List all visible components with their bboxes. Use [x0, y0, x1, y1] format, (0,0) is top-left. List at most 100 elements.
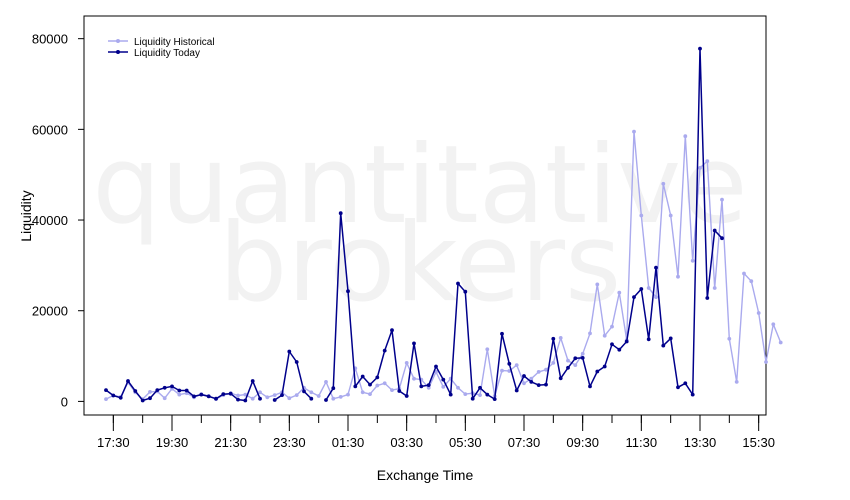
- data-point-liquidity-historical: [456, 385, 460, 390]
- legend: Liquidity Historical Liquidity Today: [108, 37, 215, 59]
- data-point-liquidity-today: [602, 364, 607, 369]
- x-tick-label: 09:30: [566, 435, 599, 450]
- data-point-liquidity-today: [404, 394, 409, 398]
- data-point-liquidity-today: [192, 394, 196, 399]
- data-point-liquidity-historical: [654, 295, 658, 299]
- data-point-liquidity-historical: [265, 395, 270, 400]
- data-point-liquidity-today: [676, 385, 680, 390]
- data-point-liquidity-today: [712, 228, 717, 233]
- data-point-liquidity-today: [412, 341, 416, 346]
- data-point-liquidity-historical: [441, 385, 446, 389]
- data-point-liquidity-historical: [522, 381, 526, 386]
- data-point-liquidity-today: [309, 396, 314, 401]
- data-point-liquidity-historical: [580, 351, 585, 356]
- data-point-liquidity-today: [441, 377, 446, 382]
- data-point-liquidity-historical: [661, 181, 666, 186]
- x-tick-label: 05:30: [449, 435, 482, 450]
- legend-label-historical: Liquidity Historical: [134, 37, 215, 48]
- data-point-liquidity-historical: [742, 271, 746, 276]
- data-point-liquidity-historical: [595, 282, 600, 287]
- data-point-liquidity-today: [199, 392, 204, 397]
- watermark: quantitative brokers: [92, 123, 747, 326]
- data-point-liquidity-historical: [507, 369, 512, 373]
- x-tick-label: 17:30: [97, 435, 130, 450]
- data-point-liquidity-historical: [727, 336, 732, 341]
- data-point-liquidity-historical: [683, 134, 688, 139]
- data-point-liquidity-today: [456, 281, 460, 286]
- watermark-line-2: brokers: [219, 201, 621, 326]
- data-point-liquidity-historical: [764, 360, 768, 364]
- data-point-liquidity-today: [221, 392, 226, 396]
- data-point-liquidity-today: [126, 379, 130, 383]
- data-point-liquidity-historical: [404, 361, 409, 365]
- y-axis: 0 20000 40000 60000 80000: [32, 32, 84, 409]
- data-point-liquidity-today: [419, 384, 424, 389]
- data-point-liquidity-historical: [368, 392, 372, 396]
- data-point-liquidity-today: [558, 376, 563, 381]
- data-point-liquidity-today: [544, 382, 548, 387]
- data-point-liquidity-historical: [734, 380, 739, 384]
- data-point-liquidity-today: [287, 349, 292, 354]
- data-point-liquidity-today: [588, 384, 592, 389]
- data-point-liquidity-historical: [705, 159, 710, 164]
- x-tick-label: 01:30: [332, 435, 365, 450]
- data-point-liquidity-today: [705, 296, 710, 300]
- data-point-liquidity-today: [206, 394, 211, 399]
- data-point-liquidity-today: [338, 211, 343, 216]
- data-point-liquidity-today: [566, 365, 570, 370]
- data-point-liquidity-today: [118, 395, 123, 400]
- data-point-liquidity-historical: [294, 393, 299, 397]
- data-point-liquidity-today: [632, 295, 636, 299]
- data-point-liquidity-today: [720, 236, 724, 241]
- data-point-liquidity-historical: [529, 376, 534, 381]
- data-point-liquidity-historical: [690, 258, 695, 263]
- data-point-liquidity-today: [184, 388, 189, 393]
- data-point-liquidity-historical: [588, 331, 592, 336]
- data-point-liquidity-today: [397, 389, 402, 393]
- x-tick-label: 13:30: [684, 435, 717, 450]
- data-point-liquidity-today: [610, 342, 614, 347]
- data-point-liquidity-today: [463, 289, 468, 294]
- data-point-liquidity-today: [690, 392, 695, 397]
- data-point-liquidity-historical: [500, 368, 504, 373]
- data-point-liquidity-historical: [104, 397, 108, 401]
- data-point-liquidity-today: [324, 398, 328, 402]
- data-point-liquidity-today: [448, 392, 453, 397]
- data-point-liquidity-historical: [426, 385, 431, 390]
- data-point-liquidity-historical: [478, 393, 482, 397]
- data-point-liquidity-historical: [551, 361, 556, 365]
- data-point-liquidity-historical: [712, 286, 717, 290]
- data-point-liquidity-today: [478, 385, 482, 390]
- data-point-liquidity-historical: [346, 392, 350, 397]
- data-point-liquidity-today: [272, 398, 277, 402]
- data-point-liquidity-today: [485, 392, 490, 397]
- data-point-liquidity-historical: [639, 213, 644, 218]
- data-point-liquidity-today: [654, 265, 658, 270]
- data-point-liquidity-historical: [668, 213, 673, 218]
- data-point-liquidity-historical: [243, 392, 248, 397]
- data-point-liquidity-today: [111, 393, 116, 398]
- data-point-liquidity-historical: [610, 324, 614, 329]
- data-point-liquidity-today: [294, 360, 299, 364]
- series-liquidity-today: [104, 46, 724, 403]
- data-point-liquidity-today: [228, 391, 233, 396]
- x-tick-label: 11:30: [626, 435, 658, 450]
- data-point-liquidity-historical: [566, 358, 570, 363]
- data-point-liquidity-today: [353, 384, 358, 389]
- data-point-liquidity-today: [258, 396, 262, 401]
- data-point-liquidity-today: [507, 361, 512, 366]
- data-point-liquidity-today: [529, 380, 534, 384]
- data-point-liquidity-today: [661, 343, 666, 348]
- data-point-liquidity-historical: [250, 396, 255, 401]
- data-point-liquidity-today: [426, 383, 431, 387]
- data-point-liquidity-historical: [485, 347, 490, 352]
- data-point-liquidity-today: [580, 356, 585, 360]
- y-tick-label: 20000: [32, 304, 68, 319]
- data-point-liquidity-historical: [412, 376, 416, 381]
- data-point-liquidity-historical: [184, 391, 189, 396]
- x-axis-title: Exchange Time: [377, 467, 474, 483]
- data-point-liquidity-today: [668, 336, 673, 341]
- x-tick-label: 23:30: [273, 435, 306, 450]
- data-point-liquidity-today: [280, 393, 284, 397]
